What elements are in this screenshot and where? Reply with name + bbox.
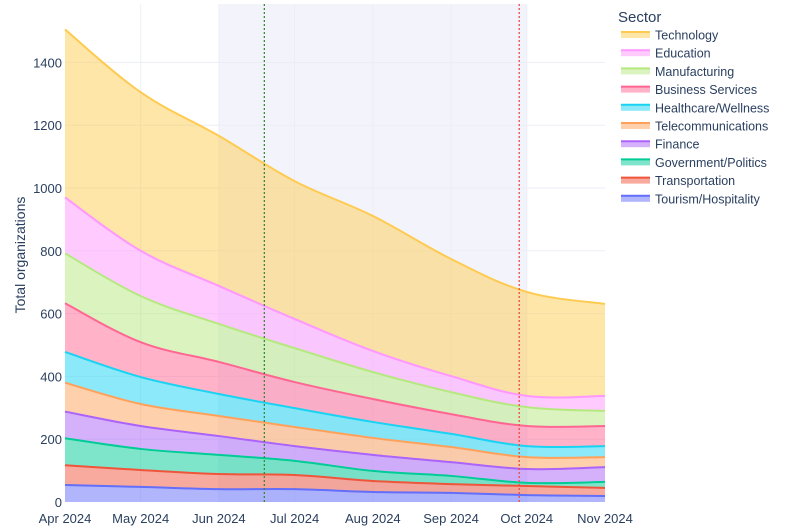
legend-label: Telecommunications — [655, 120, 768, 134]
legend-swatch — [621, 86, 650, 93]
line-business-services — [64, 302, 606, 428]
legend-label: Education — [655, 47, 711, 61]
y-axis-title: Total organizations — [12, 197, 28, 314]
line-government-politics — [64, 437, 606, 485]
x-tick-label: Aug 2024 — [345, 511, 401, 526]
y-tick-label: 200 — [40, 432, 62, 447]
y-tick-label: 0 — [55, 495, 62, 510]
area-business-services — [65, 303, 605, 448]
legend-item-telecommunications[interactable]: Telecommunications — [621, 120, 768, 134]
legend-item-government-politics[interactable]: Government/Politics — [621, 156, 767, 170]
area-telecommunications — [65, 382, 605, 470]
area-technology — [65, 29, 605, 398]
legend-item-healthcare-wellness[interactable]: Healthcare/Wellness — [621, 101, 769, 115]
y-tick-label: 800 — [40, 244, 62, 259]
y-tick-label: 400 — [40, 369, 62, 384]
legend-item-education[interactable]: Education — [621, 47, 711, 61]
legend-label: Business Services — [655, 83, 757, 97]
x-tick-label: Jul 2024 — [270, 511, 319, 526]
legend-item-transportation[interactable]: Transportation — [621, 174, 735, 188]
x-tick-label: Sep 2024 — [423, 511, 479, 526]
legend: Technology Education Manufacturing Business… — [621, 29, 769, 206]
legend-label: Manufacturing — [655, 65, 734, 79]
area-finance — [65, 411, 605, 484]
axes: 0 200 400 600 800 1000 1200 1400 Apr 2024 May 202… — [33, 55, 633, 526]
line-technology — [64, 28, 606, 305]
legend-label: Tourism/Hospitality — [655, 192, 761, 206]
x-tick-label: Jun 2024 — [192, 511, 246, 526]
area-education — [65, 197, 605, 411]
line-education — [64, 196, 606, 399]
legend-item-manufacturing[interactable]: Manufacturing — [621, 65, 734, 79]
legend-swatch — [621, 32, 650, 38]
line-tourism-hospitality — [64, 484, 606, 498]
y-tick-label: 1200 — [33, 118, 62, 133]
line-manufacturing — [64, 252, 606, 412]
legend-label: Technology — [655, 29, 719, 43]
y-tick-label: 600 — [40, 307, 62, 322]
legend-swatch — [621, 104, 650, 111]
area-series — [64, 28, 606, 502]
legend-swatch — [621, 159, 650, 166]
x-tick-label: Nov 2024 — [577, 511, 633, 526]
legend-label: Finance — [655, 138, 700, 152]
legend-label: Government/Politics — [655, 156, 767, 170]
x-tick-label: May 2024 — [112, 511, 169, 526]
legend-swatch — [621, 195, 650, 202]
legend-item-tourism-hospitality[interactable]: Tourism/Hospitality — [621, 192, 761, 206]
legend-swatch — [621, 50, 650, 57]
legend-swatch — [621, 68, 650, 75]
legend-title: Sector — [618, 9, 661, 26]
legend-item-finance[interactable]: Finance — [621, 138, 700, 152]
x-tick-label: Apr 2024 — [39, 511, 92, 526]
legend-item-business-services[interactable]: Business Services — [621, 83, 757, 97]
legend-swatch — [621, 123, 650, 129]
y-tick-label: 1000 — [33, 181, 62, 196]
legend-item-technology[interactable]: Technology — [621, 29, 719, 43]
x-tick-label: Oct 2024 — [500, 511, 553, 526]
legend-swatch — [621, 141, 650, 148]
legend-label: Healthcare/Wellness — [655, 101, 769, 115]
legend-label: Transportation — [655, 174, 735, 188]
legend-swatch — [621, 177, 650, 184]
reference-lines — [263, 4, 520, 502]
y-tick-label: 1400 — [33, 55, 62, 70]
